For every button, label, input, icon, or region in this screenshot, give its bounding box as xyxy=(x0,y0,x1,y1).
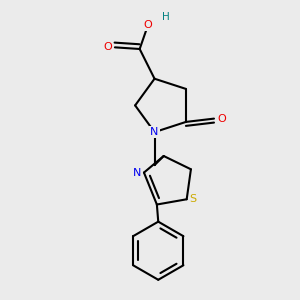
Text: N: N xyxy=(133,168,142,178)
Text: O: O xyxy=(218,114,226,124)
Text: N: N xyxy=(150,127,159,137)
Text: O: O xyxy=(144,20,152,30)
Text: O: O xyxy=(103,42,112,52)
Text: S: S xyxy=(190,194,197,204)
Text: H: H xyxy=(162,12,170,22)
